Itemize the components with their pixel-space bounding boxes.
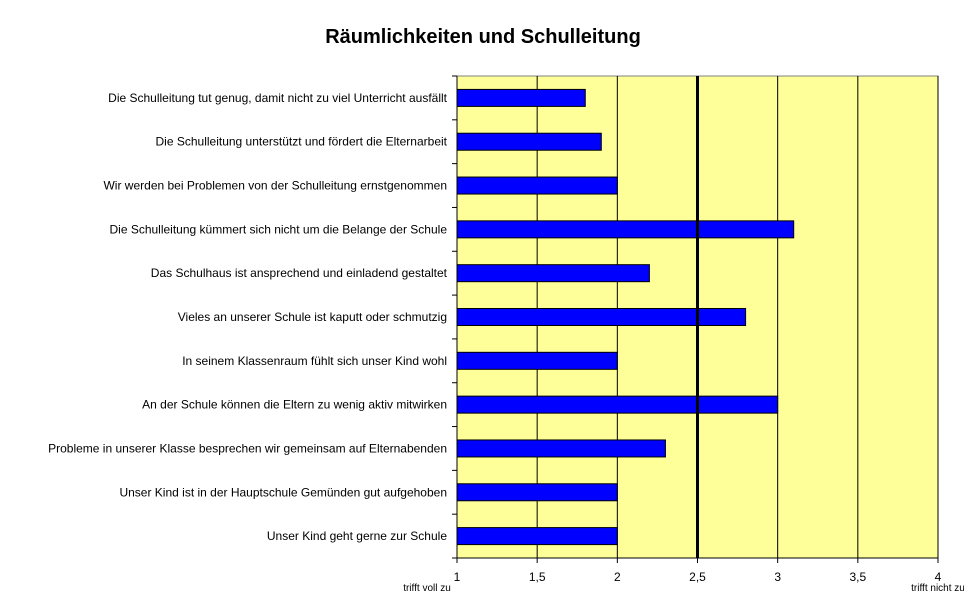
x-min-label: trifft voll zu [403, 583, 451, 594]
bar [456, 132, 602, 151]
bar [456, 220, 795, 239]
bar [456, 264, 650, 283]
x-tick-labels: 1 1,5 2 2,5 3 3,5 4 [454, 570, 942, 584]
x-tick-label: 2 [614, 570, 621, 584]
bar [456, 308, 747, 326]
bar [456, 439, 666, 458]
category-label: In seinem Klassenraum fühlt sich unser K… [182, 354, 447, 368]
bar [456, 483, 618, 502]
bar [456, 351, 618, 370]
x-max-label: trifft nicht zu [911, 583, 964, 594]
category-labels: Die Schulleitung tut genug, damit nicht … [48, 91, 448, 543]
category-label: Unser Kind geht gerne zur Schule [267, 529, 447, 543]
x-tick-label: 1,5 [529, 570, 546, 584]
category-label: Wir werden bei Problemen von der Schulle… [103, 179, 447, 193]
chart-title: Räumlichkeiten und Schulleitung [325, 26, 641, 48]
bar [456, 395, 779, 414]
bars [456, 88, 795, 546]
axes [452, 75, 939, 563]
category-label: Die Schulleitung tut genug, damit nicht … [108, 91, 448, 105]
x-tick-label: 1 [454, 570, 461, 584]
x-tick-label: 3 [774, 570, 781, 584]
category-label: Unser Kind ist in der Hauptschule Gemünd… [119, 485, 447, 499]
bar [456, 176, 618, 195]
category-label: Die Schulleitung kümmert sich nicht um d… [109, 222, 447, 236]
x-tick-label: 4 [935, 570, 942, 584]
category-label: Probleme in unserer Klasse besprechen wi… [48, 441, 447, 455]
category-label: An der Schule können die Eltern zu wenig… [142, 398, 447, 412]
category-label: Die Schulleitung unterstützt und fördert… [156, 135, 448, 149]
x-tick-label: 2,5 [689, 570, 706, 584]
bar [456, 527, 618, 546]
bar [456, 88, 586, 107]
category-label: Vieles an unserer Schule ist kaputt oder… [178, 310, 447, 324]
x-tick-label: 3,5 [849, 570, 866, 584]
category-label: Das Schulhaus ist ansprechend und einlad… [151, 266, 448, 280]
